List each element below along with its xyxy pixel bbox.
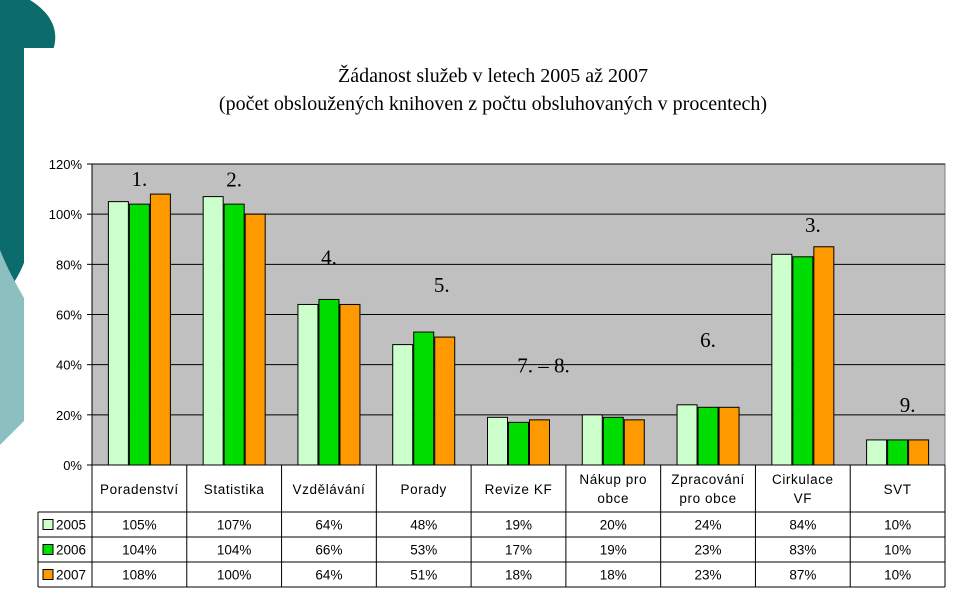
bars <box>107 193 930 466</box>
bar-2005 <box>392 344 414 466</box>
bar-2006 <box>128 203 150 466</box>
y-tick-label: 0% <box>63 458 82 473</box>
bar-2006 <box>223 203 245 466</box>
bar-2007 <box>908 439 930 466</box>
bar-2007 <box>623 419 645 466</box>
y-tick-label: 120% <box>49 157 83 172</box>
data-label: 104% <box>122 543 157 558</box>
rank-annotation: 7. – 8. <box>517 353 570 377</box>
data-label: 64% <box>315 568 342 583</box>
data-label: 18% <box>600 568 627 583</box>
category-label: Poradenství <box>100 482 179 497</box>
category-label: SVT <box>884 482 912 497</box>
legend-key-2005 <box>42 519 54 530</box>
bar-2007 <box>339 303 361 466</box>
data-label: 19% <box>600 543 627 558</box>
legend-label: 2007 <box>56 568 86 583</box>
data-label: 53% <box>410 543 437 558</box>
data-label: 105% <box>122 518 157 533</box>
data-label: 24% <box>695 518 722 533</box>
slide-side-band-light <box>0 250 25 445</box>
bar-2006 <box>413 331 435 466</box>
bar-2007 <box>718 406 740 466</box>
category-label: Porady <box>401 482 447 497</box>
rank-annotation: 9. <box>900 393 916 417</box>
bar-2005 <box>771 253 793 466</box>
rank-annotations: 1. 2. 4. 5. 7. – 8. 6. 3. 9. <box>132 167 916 417</box>
data-label: 87% <box>789 568 816 583</box>
data-label: 10% <box>884 543 911 558</box>
category-label: Zpracování <box>671 472 745 487</box>
rank-annotation: 3. <box>805 213 821 237</box>
data-label: 19% <box>505 518 532 533</box>
rank-annotation: 5. <box>434 273 450 297</box>
category-label: Nákup pro <box>579 472 647 487</box>
bar-2007 <box>149 193 171 466</box>
slide-side-band-dark <box>0 80 25 300</box>
bar-2007 <box>813 246 835 466</box>
legend-key-2007 <box>42 569 54 580</box>
data-table: Poradenství Statistika Vzdělávání Porady Rev… <box>37 465 946 588</box>
bar-2005 <box>297 303 319 466</box>
data-label: 10% <box>884 568 911 583</box>
bar-2006 <box>697 406 719 466</box>
category-label: Cirkulace <box>772 472 834 487</box>
chart-subtitle: (počet obsloužených knihoven z počtu obs… <box>219 93 767 115</box>
bar-2005 <box>581 414 603 466</box>
rank-annotation: 2. <box>226 168 242 192</box>
bar-2007 <box>529 419 550 466</box>
category-label: VF <box>794 491 812 506</box>
bar-2005 <box>676 404 698 466</box>
data-label: 104% <box>217 543 252 558</box>
y-tick-label: 80% <box>56 257 82 272</box>
category-label: pro obce <box>679 491 736 506</box>
category-label: Statistika <box>204 482 265 497</box>
data-label: 17% <box>505 543 532 558</box>
y-tick-label: 20% <box>56 408 82 423</box>
bar-2005 <box>487 416 508 466</box>
legend-key-2006 <box>42 544 54 555</box>
rank-annotation: 4. <box>321 245 337 269</box>
data-label: 84% <box>789 518 816 533</box>
y-axis-ticks: 0% 20% 40% 60% 80% 100% 120% <box>49 157 83 473</box>
data-label: 107% <box>217 518 252 533</box>
data-label: 48% <box>410 518 437 533</box>
legend-label: 2005 <box>56 518 86 533</box>
bar-2006 <box>887 439 909 466</box>
bar-2007 <box>244 213 266 466</box>
bar-2005 <box>866 439 888 466</box>
category-label: obce <box>597 491 629 506</box>
y-tick-label: 60% <box>56 308 82 323</box>
bar-2006 <box>792 256 814 466</box>
data-label: 10% <box>884 518 911 533</box>
data-label: 83% <box>789 543 816 558</box>
data-label: 100% <box>217 568 252 583</box>
bar-2006 <box>508 421 529 466</box>
rank-annotation: 6. <box>700 328 716 352</box>
data-label: 51% <box>410 568 437 583</box>
legend-label: 2006 <box>56 543 86 558</box>
category-label: Revize KF <box>485 482 553 497</box>
chart-title: Žádanost služeb v letech 2005 až 2007 <box>338 64 648 87</box>
data-label: 64% <box>315 518 342 533</box>
data-label: 108% <box>122 568 157 583</box>
data-label: 20% <box>600 518 627 533</box>
bar-2006 <box>602 416 624 466</box>
rank-annotation: 1. <box>132 167 148 191</box>
bar-2006 <box>318 298 340 466</box>
bar-2007 <box>434 336 456 466</box>
data-label: 23% <box>695 568 722 583</box>
y-tick-label: 100% <box>49 207 83 222</box>
bar-2005 <box>107 201 129 466</box>
data-label: 66% <box>315 543 342 558</box>
y-tick-label: 40% <box>56 358 82 373</box>
data-label: 23% <box>695 543 722 558</box>
data-label: 18% <box>505 568 532 583</box>
category-label: Vzdělávání <box>293 482 366 497</box>
bar-2005 <box>202 196 224 466</box>
